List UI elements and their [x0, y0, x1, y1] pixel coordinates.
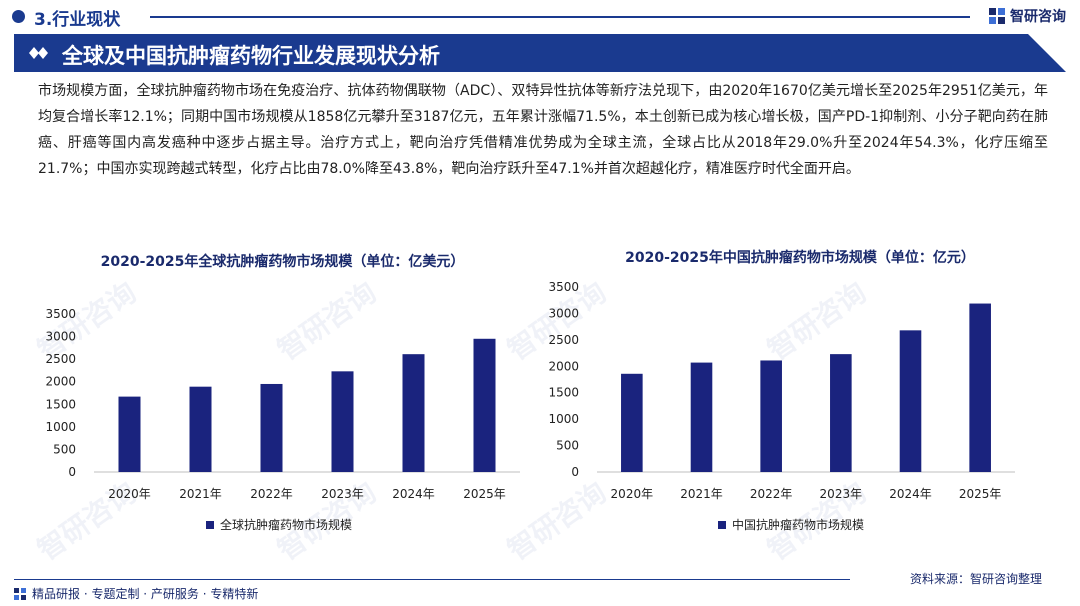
- chart-china: 0 500 1000 1500 2000 2500 3000 3500 2020年 2021年 20…: [548, 280, 1015, 501]
- bar: [690, 362, 713, 472]
- y-tick-label: 1500: [45, 397, 76, 411]
- footer-tagline-text: 精品研报 · 专题定制 · 产研服务 · 专精特新: [32, 587, 259, 601]
- chart-title-global: 2020-2025年全球抗肿瘤药物市场规模（单位：亿美元）: [100, 254, 465, 270]
- summary-paragraph: 市场规模方面，全球抗肿瘤药物市场在免疫治疗、抗体药物偶联物（ADC）、双特异性抗…: [38, 83, 1048, 177]
- bar: [621, 373, 643, 472]
- y-tick-label: 2500: [45, 352, 76, 366]
- footer-tagline: 精品研报 · 专题定制 · 产研服务 · 专精特新: [14, 585, 258, 602]
- x-tick-label: 2024年: [392, 487, 435, 501]
- page-title: 全球及中国抗肿瘤药物行业发展现状分析: [62, 44, 440, 68]
- bar: [402, 354, 425, 472]
- y-tick-label: 3000: [45, 330, 76, 344]
- brand-mini-icon: [14, 587, 26, 600]
- bar: [969, 303, 991, 472]
- legend-label: 中国抗肿瘤药物市场规模: [732, 518, 865, 532]
- x-tick-label: 2025年: [959, 487, 1002, 501]
- brand-logo: 智研咨询: [988, 6, 1066, 26]
- x-tick-label: 2025年: [463, 487, 506, 501]
- title-banner: 全球及中国抗肿瘤药物行业发展现状分析: [14, 34, 1066, 72]
- y-tick-label: 2500: [548, 333, 579, 347]
- top-bar: 3.行业现状 智研咨询: [0, 0, 1080, 34]
- x-tick-label: 2020年: [611, 487, 654, 501]
- bar: [260, 383, 283, 472]
- bar: [760, 360, 782, 472]
- diamond-icon: [29, 47, 48, 59]
- y-tick-label: 2000: [548, 359, 579, 373]
- x-tick-label: 2021年: [680, 487, 723, 501]
- y-tick-label: 0: [571, 465, 579, 479]
- y-tick-label: 3000: [548, 306, 579, 320]
- y-tick-label: 1000: [45, 420, 76, 434]
- legend-global: 全球抗肿瘤药物市场规模: [206, 516, 352, 533]
- y-tick-label: 0: [68, 465, 76, 479]
- x-tick-label: 2022年: [250, 487, 293, 501]
- brand-name: 智研咨询: [1010, 9, 1066, 25]
- y-tick-label: 1000: [548, 412, 579, 426]
- y-tick-label: 2000: [45, 375, 76, 389]
- bar: [899, 330, 922, 472]
- divider: [150, 16, 970, 18]
- brand-logo-icon: [989, 8, 1005, 24]
- legend-label: 全球抗肿瘤药物市场规模: [220, 518, 353, 532]
- section-bullet-icon: [12, 10, 25, 23]
- legend-china: 中国抗肿瘤药物市场规模: [718, 516, 864, 533]
- footer-divider: [14, 579, 850, 580]
- x-tick-label: 2022年: [750, 487, 793, 501]
- x-tick-label: 2023年: [321, 487, 364, 501]
- legend-swatch: [206, 520, 214, 529]
- bar: [118, 396, 141, 472]
- y-tick-label: 3500: [548, 280, 579, 294]
- bar: [830, 354, 852, 472]
- bar: [473, 338, 496, 472]
- y-tick-label: 500: [53, 442, 76, 456]
- chart-global: 0 500 1000 1500 2000 2500 3000 3500 2020年 2021年 20…: [45, 307, 520, 501]
- legend-swatch: [718, 520, 726, 529]
- bar: [189, 386, 212, 472]
- source-note: 资料来源：智研咨询整理: [909, 572, 1042, 586]
- x-tick-label: 2023年: [820, 487, 863, 501]
- y-tick-label: 500: [556, 439, 579, 453]
- x-tick-label: 2024年: [889, 487, 932, 501]
- x-tick-label: 2020年: [108, 487, 151, 501]
- bar: [331, 371, 354, 472]
- chart-title-china: 2020-2025年中国抗肿瘤药物市场规模（单位：亿元）: [625, 250, 975, 266]
- y-tick-label: 3500: [45, 307, 76, 321]
- x-tick-label: 2021年: [179, 487, 222, 501]
- section-title: 3.行业现状: [34, 10, 121, 30]
- y-tick-label: 1500: [548, 386, 579, 400]
